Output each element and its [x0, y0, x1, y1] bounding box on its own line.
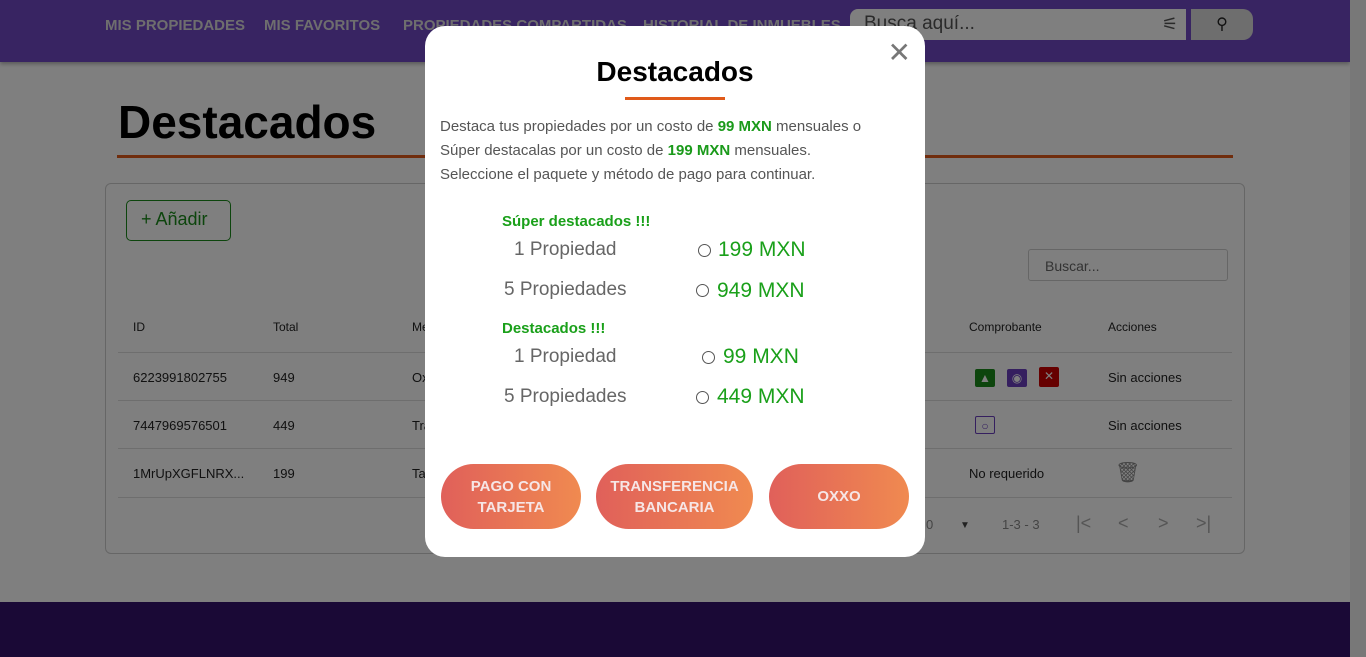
option-price: 99 MXN [723, 345, 799, 368]
pay-transfer-button[interactable]: TRANSFERENCIA BANCARIA [596, 464, 753, 529]
option-label: 5 Propiedades [504, 386, 627, 407]
close-icon[interactable]: ✕ [887, 37, 911, 68]
option-price: 449 MXN [717, 385, 805, 408]
destacados-modal: ✕ Destacados Destaca tus propiedades por… [425, 26, 925, 557]
modal-title: Destacados [596, 56, 754, 87]
normal-title: Destacados !!! [502, 320, 606, 337]
option-label: 5 Propiedades [504, 279, 627, 300]
radio-normal-5[interactable] [696, 391, 709, 404]
option-label: 1 Propiedad [514, 346, 617, 367]
option-price: 949 MXN [717, 279, 805, 302]
desc-text: Seleccione el paquete y método de pago p… [440, 166, 816, 183]
pay-oxxo-button[interactable]: OXXO [769, 464, 909, 529]
radio-normal-1[interactable] [702, 351, 715, 364]
desc-text: mensuales o [771, 118, 862, 135]
desc-text: mensuales. [730, 142, 812, 159]
super-title: Súper destacados !!! [502, 213, 651, 230]
radio-super-5[interactable] [696, 284, 709, 297]
radio-super-1[interactable] [698, 244, 711, 257]
option-label: 1 Propiedad [514, 239, 617, 260]
desc-text: Destaca tus propiedades por un costo de [440, 118, 718, 135]
desc-price: 99 MXN [717, 118, 772, 135]
option-price: 199 MXN [718, 238, 806, 261]
title-underline [625, 97, 725, 100]
desc-price: 199 MXN [667, 142, 731, 159]
pay-card-button[interactable]: PAGO CON TARJETA [441, 464, 581, 529]
modal-description: Destaca tus propiedades por un costo de … [440, 115, 910, 187]
desc-text: Súper destacalas por un costo de [440, 142, 668, 159]
